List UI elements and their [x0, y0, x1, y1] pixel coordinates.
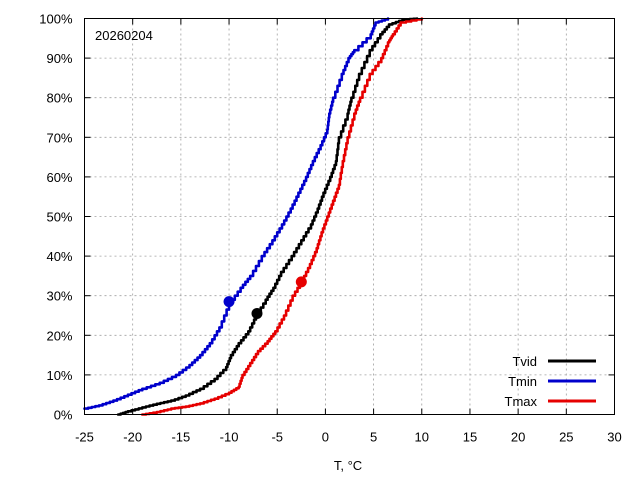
- y-tick-label: 80%: [46, 91, 72, 106]
- y-tick-label: 40%: [46, 249, 72, 264]
- legend-label-tmin: Tmin: [508, 374, 537, 389]
- x-tick-label: 15: [463, 430, 477, 445]
- y-tick-label: 0%: [54, 408, 73, 423]
- series-marker-tmax: [295, 276, 307, 288]
- series-marker-tvid: [251, 308, 263, 320]
- series-layer: [83, 17, 424, 416]
- y-tick-label: 90%: [46, 51, 72, 66]
- date-annotation: 20260204: [95, 28, 153, 43]
- legend-label-tmax: Tmax: [505, 394, 538, 409]
- x-tick-label: -10: [220, 430, 239, 445]
- y-tick-label: 60%: [46, 170, 72, 185]
- series-line-tvid: [116, 17, 419, 416]
- x-tick-label: 10: [415, 430, 429, 445]
- tick-labels: -25 -20 -15 -10 -5 0 5 10 15 20 25 30 0% 10% 20% 30% 40%…: [39, 12, 621, 445]
- series-line-tmin: [83, 17, 390, 410]
- x-tick-label: -25: [75, 430, 94, 445]
- y-tick-label: 10%: [46, 368, 72, 383]
- ticks: [84, 18, 615, 415]
- x-tick-label: -20: [123, 430, 142, 445]
- grid: [84, 18, 615, 415]
- legend: Tvid Tmin Tmax: [505, 354, 596, 409]
- x-tick-label: -15: [171, 430, 190, 445]
- y-tick-label: 20%: [46, 328, 72, 343]
- x-tick-label: -5: [271, 430, 283, 445]
- series-line-tmax: [141, 17, 424, 416]
- x-tick-label: 0: [322, 430, 329, 445]
- legend-label-tvid: Tvid: [512, 354, 537, 369]
- x-tick-label: 20: [511, 430, 525, 445]
- y-tick-label: 50%: [46, 210, 72, 225]
- y-tick-label: 30%: [46, 289, 72, 304]
- y-tick-label: 100%: [39, 12, 73, 27]
- x-axis-label: T, °C: [334, 458, 362, 473]
- y-tick-label: 70%: [46, 130, 72, 145]
- series-marker-tmin: [223, 296, 235, 308]
- x-tick-label: 30: [607, 430, 621, 445]
- x-tick-label: 25: [559, 430, 573, 445]
- x-tick-label: 5: [370, 430, 377, 445]
